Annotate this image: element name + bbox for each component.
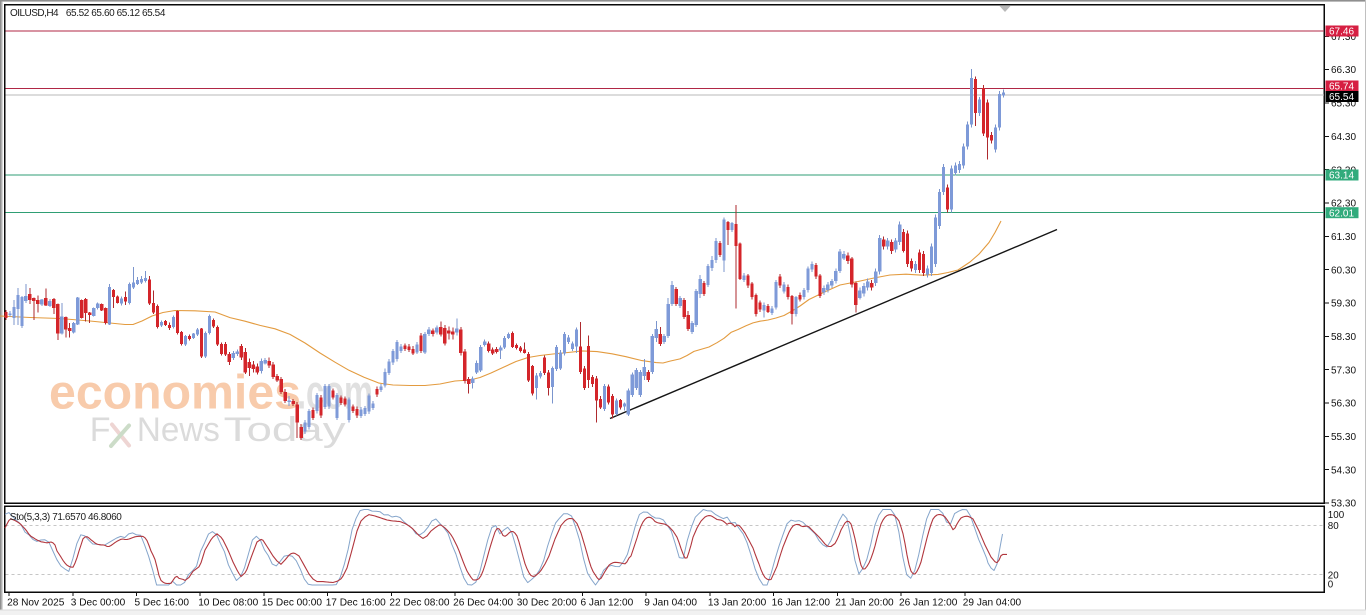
svg-text:17 Dec 16:00: 17 Dec 16:00 <box>326 597 386 608</box>
svg-text:0: 0 <box>1328 580 1334 591</box>
svg-text:54.30: 54.30 <box>1331 465 1356 476</box>
svg-text:65.30: 65.30 <box>1331 99 1356 110</box>
svg-text:60.30: 60.30 <box>1331 265 1356 276</box>
svg-text:5 Dec 16:00: 5 Dec 16:00 <box>135 597 190 608</box>
svg-text:OILUSD,H4: OILUSD,H4 <box>10 8 59 19</box>
svg-text:F: F <box>90 411 111 449</box>
svg-text:3 Dec 00:00: 3 Dec 00:00 <box>71 597 126 608</box>
svg-text:26 Jan 12:00: 26 Jan 12:00 <box>899 597 958 608</box>
svg-text:53.30: 53.30 <box>1331 499 1356 510</box>
svg-text:22 Dec 08:00: 22 Dec 08:00 <box>389 597 449 608</box>
svg-text:61.30: 61.30 <box>1331 232 1356 243</box>
svg-text:58.30: 58.30 <box>1331 332 1356 343</box>
svg-text:59.30: 59.30 <box>1331 299 1356 310</box>
svg-text:63.14: 63.14 <box>1329 171 1354 182</box>
svg-text:65.74: 65.74 <box>1329 82 1354 93</box>
svg-text:29 Jan 04:00: 29 Jan 04:00 <box>963 597 1022 608</box>
svg-text:100: 100 <box>1328 510 1345 521</box>
svg-text:56.30: 56.30 <box>1331 399 1356 410</box>
svg-text:67.30: 67.30 <box>1331 32 1356 43</box>
svg-text:News: News <box>137 411 220 449</box>
svg-text:20: 20 <box>1328 571 1339 582</box>
svg-text:30 Dec 20:00: 30 Dec 20:00 <box>517 597 577 608</box>
svg-text:economies: economies <box>49 367 301 420</box>
svg-text:57.30: 57.30 <box>1331 365 1356 376</box>
svg-text:55.30: 55.30 <box>1331 432 1356 443</box>
svg-text:62.01: 62.01 <box>1329 208 1354 219</box>
svg-text:65.52 65.60 65.12 65.54: 65.52 65.60 65.12 65.54 <box>66 8 166 19</box>
svg-text:28 Nov 2025: 28 Nov 2025 <box>7 597 65 608</box>
svg-text:26 Dec 04:00: 26 Dec 04:00 <box>453 597 513 608</box>
svg-text:Today: Today <box>224 411 346 449</box>
svg-text:62.30: 62.30 <box>1331 199 1356 210</box>
svg-text:66.30: 66.30 <box>1331 65 1356 76</box>
svg-text:10 Dec 08:00: 10 Dec 08:00 <box>198 597 258 608</box>
svg-text:67.46: 67.46 <box>1329 27 1354 38</box>
svg-text:65.54: 65.54 <box>1329 92 1354 103</box>
svg-text:9 Jan 04:00: 9 Jan 04:00 <box>644 597 697 608</box>
svg-text:21 Jan 20:00: 21 Jan 20:00 <box>835 597 894 608</box>
svg-text:80: 80 <box>1328 521 1339 532</box>
svg-text:16 Jan 12:00: 16 Jan 12:00 <box>772 597 831 608</box>
svg-text:Sto(5,3,3) 71.6570 46.8060: Sto(5,3,3) 71.6570 46.8060 <box>10 512 122 523</box>
svg-text:6 Jan 12:00: 6 Jan 12:00 <box>581 597 634 608</box>
svg-text:13 Jan 20:00: 13 Jan 20:00 <box>708 597 767 608</box>
svg-text:15 Dec 00:00: 15 Dec 00:00 <box>262 597 322 608</box>
svg-text:64.30: 64.30 <box>1331 132 1356 143</box>
